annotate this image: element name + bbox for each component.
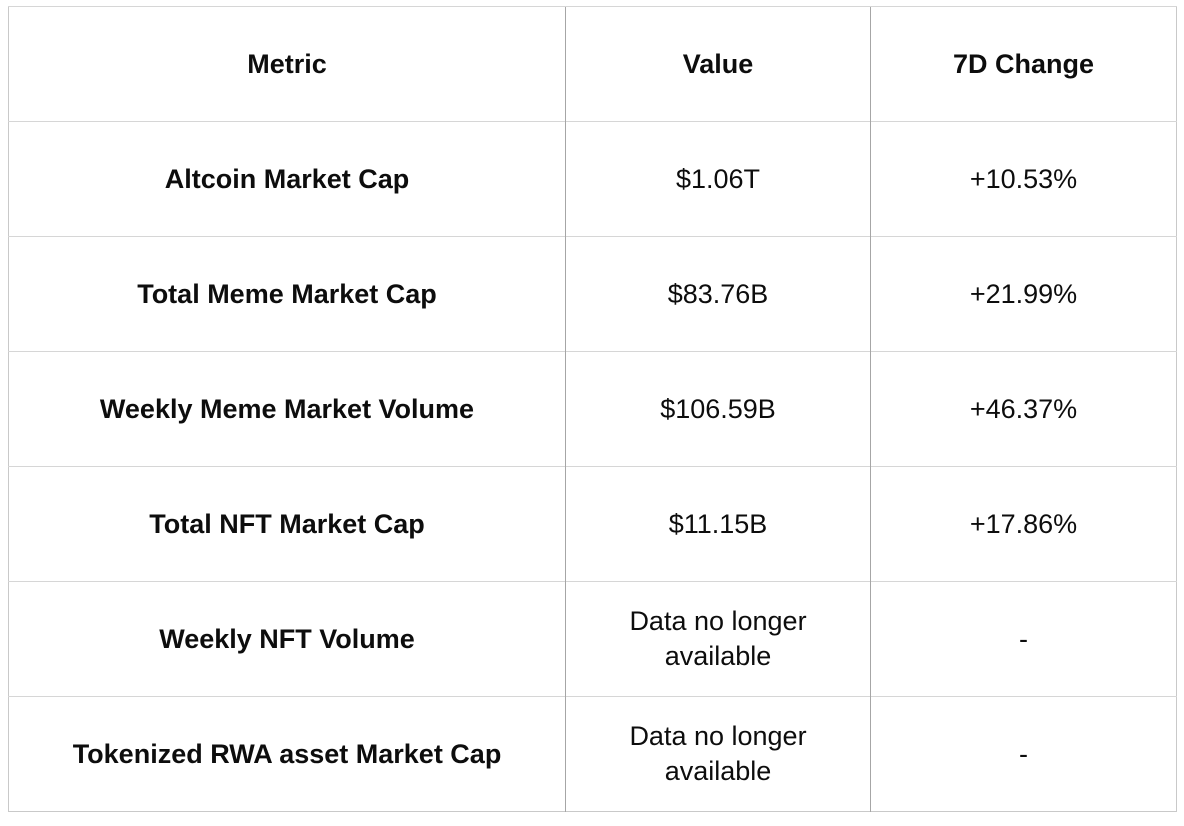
change-cell: - [870,696,1177,812]
table-row-tokenized-rwa-asset-market-cap: Tokenized RWA asset Market Cap Data no l… [8,696,1177,812]
metric-cell: Weekly Meme Market Volume [8,351,566,467]
metric-cell: Total NFT Market Cap [8,466,566,582]
value-cell: $1.06T [565,121,871,237]
table-row-weekly-meme-market-volume: Weekly Meme Market Volume $106.59B +46.3… [8,351,1177,467]
value-cell: $11.15B [565,466,871,582]
change-cell: +17.86% [870,466,1177,582]
table-header-row: Metric Value 7D Change [8,6,1177,122]
value-cell: $83.76B [565,236,871,352]
metric-cell: Altcoin Market Cap [8,121,566,237]
column-header-metric: Metric [8,6,566,122]
table-row-weekly-nft-volume: Weekly NFT Volume Data no longer availab… [8,581,1177,697]
column-header-7d-change: 7D Change [870,6,1177,122]
metrics-table-container: Metric Value 7D Change Altcoin Market Ca… [8,6,1177,812]
table-row-total-meme-market-cap: Total Meme Market Cap $83.76B +21.99% [8,236,1177,352]
change-cell: +21.99% [870,236,1177,352]
metric-cell: Weekly NFT Volume [8,581,566,697]
column-header-value: Value [565,6,871,122]
table-row-total-nft-market-cap: Total NFT Market Cap $11.15B +17.86% [8,466,1177,582]
change-cell: - [870,581,1177,697]
metric-cell: Total Meme Market Cap [8,236,566,352]
value-cell: Data no longer available [565,581,871,697]
change-cell: +46.37% [870,351,1177,467]
table-row-altcoin-market-cap: Altcoin Market Cap $1.06T +10.53% [8,121,1177,237]
change-cell: +10.53% [870,121,1177,237]
crypto-metrics-table: Metric Value 7D Change Altcoin Market Ca… [8,6,1177,812]
value-cell: $106.59B [565,351,871,467]
metric-cell: Tokenized RWA asset Market Cap [8,696,566,812]
value-cell: Data no longer available [565,696,871,812]
